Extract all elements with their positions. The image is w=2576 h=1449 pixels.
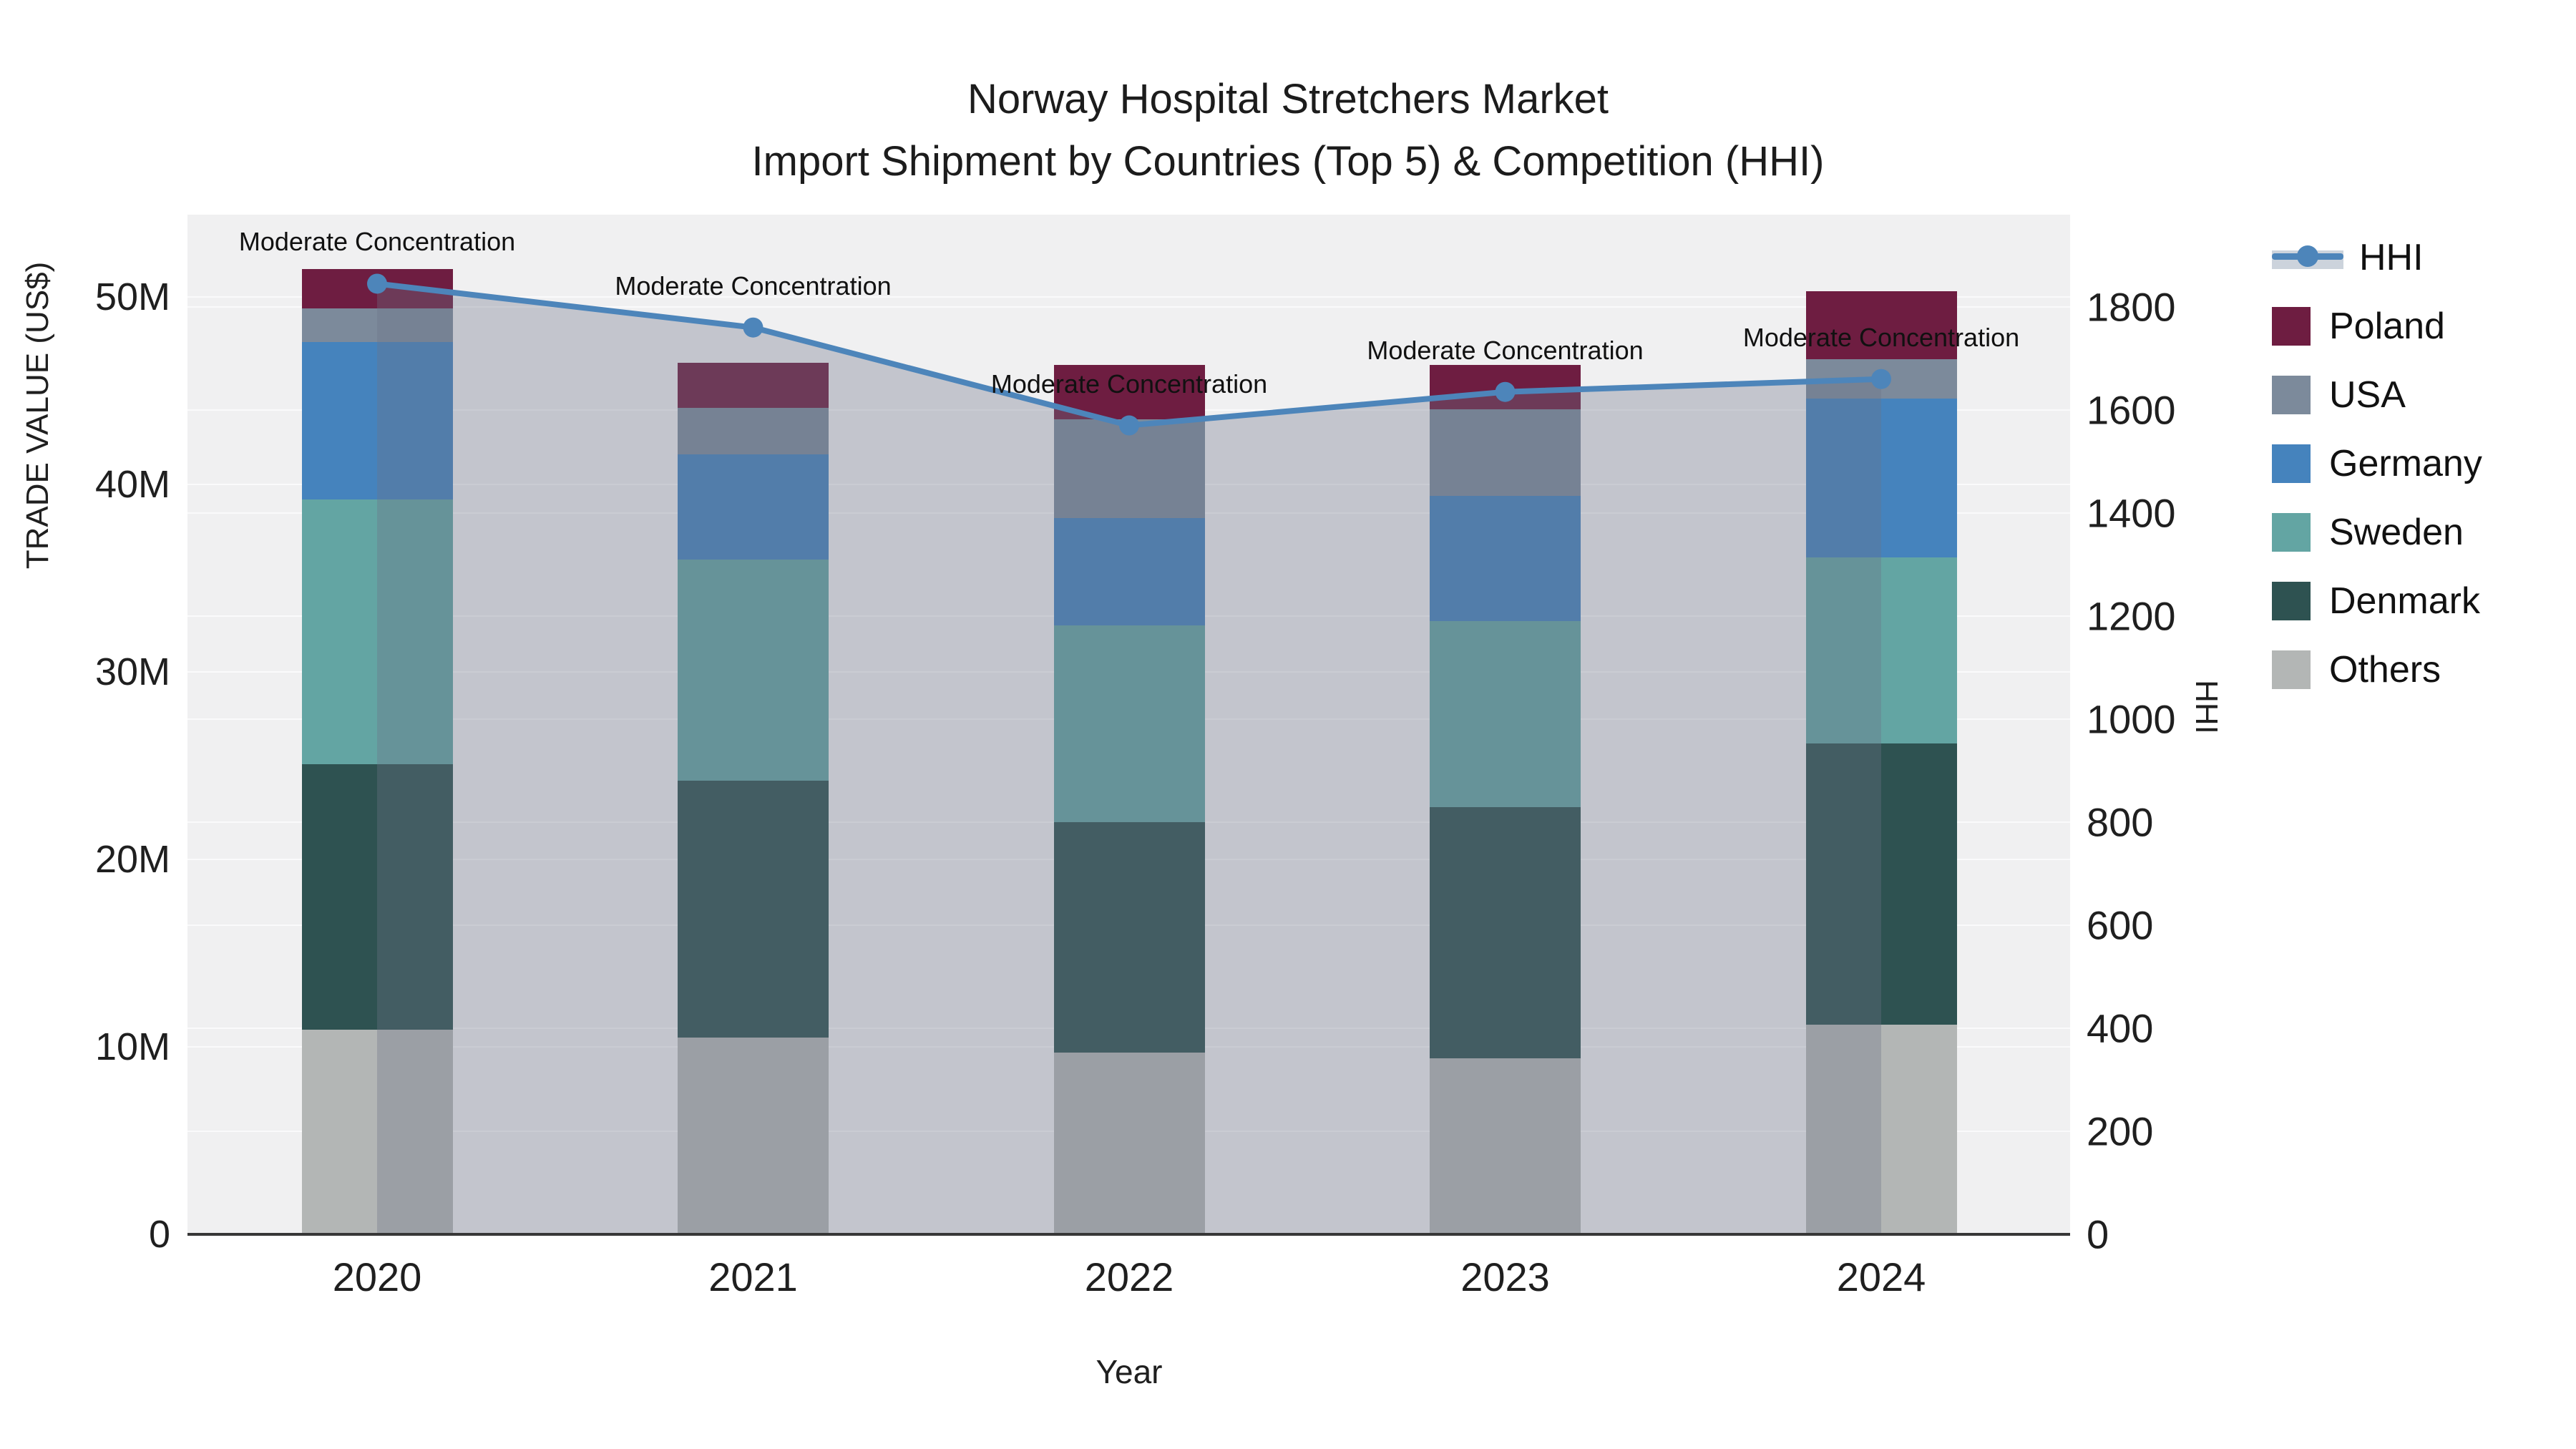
- x-tick-2022: 2022: [1084, 1254, 1174, 1299]
- legend-label-denmark: Denmark: [2329, 580, 2480, 622]
- hhi-marker-2022: [1119, 415, 1139, 436]
- legend-item-hhi[interactable]: HHI: [2272, 223, 2482, 292]
- hhi-marker-2021: [743, 317, 763, 338]
- y-left-tick-30M: 30M: [94, 650, 170, 694]
- y-right-tick-800: 800: [2087, 799, 2154, 845]
- gridline-trade-50M: [187, 296, 2070, 298]
- bar-segment-germany-2022: [1053, 518, 1205, 625]
- bar-segment-sweden-2024: [1805, 557, 1957, 743]
- bar-segment-usa-2023: [1430, 409, 1581, 496]
- bar-2022: [1053, 364, 1205, 1234]
- bar-2023: [1430, 364, 1581, 1234]
- y-right-tick-200: 200: [2087, 1108, 2154, 1154]
- y-right-tick-1400: 1400: [2087, 490, 2176, 536]
- chart-title: Norway Hospital Stretchers Market Import…: [752, 68, 1825, 192]
- bar-segment-denmark-2022: [1053, 821, 1205, 1053]
- y-right-tick-1200: 1200: [2087, 593, 2176, 639]
- bar-2024: [1805, 291, 1957, 1234]
- bar-segment-usa-2020: [301, 308, 453, 343]
- y-right-tick-0: 0: [2087, 1211, 2109, 1257]
- legend-item-denmark[interactable]: Denmark: [2272, 567, 2482, 635]
- legend-item-usa[interactable]: USA: [2272, 361, 2482, 429]
- chart-title-line1: Norway Hospital Stretchers Market: [967, 76, 1609, 122]
- x-tick-2020: 2020: [332, 1254, 422, 1299]
- legend-label-poland: Poland: [2329, 306, 2445, 347]
- gridline-hhi-1800: [187, 306, 2070, 308]
- y-right-tick-400: 400: [2087, 1005, 2154, 1051]
- hhi-marker-swatch: [2297, 245, 2318, 267]
- bar-segment-usa-2022: [1053, 419, 1205, 519]
- legend-label-others: Others: [2329, 649, 2441, 691]
- y-right-tick-600: 600: [2087, 902, 2154, 948]
- bar-segment-denmark-2021: [678, 781, 829, 1038]
- y-right-tick-1000: 1000: [2087, 696, 2176, 742]
- legend-label-germany: Germany: [2329, 443, 2482, 484]
- hhi-line-layer: [367, 273, 1891, 1234]
- y-left-tick-20M: 20M: [94, 838, 170, 882]
- x-axis-line: [187, 1233, 2070, 1236]
- hhi-area-fill: [377, 283, 1881, 1234]
- y-right-tick-1600: 1600: [2087, 387, 2176, 433]
- bar-segment-germany-2024: [1805, 398, 1957, 558]
- bar-segment-sweden-2023: [1430, 621, 1581, 807]
- bar-segment-germany-2020: [301, 342, 453, 500]
- y-left-tick-0: 0: [148, 1213, 170, 1256]
- annotation-2024: Moderate Concentration: [1742, 322, 2020, 352]
- bar-segment-others-2023: [1430, 1058, 1581, 1234]
- legend-label-hhi: HHI: [2359, 237, 2424, 278]
- hhi-marker-2020: [367, 273, 387, 294]
- bar-segment-others-2022: [1053, 1052, 1205, 1234]
- bar-segment-poland-2024: [1805, 291, 1957, 359]
- bar-segment-others-2021: [678, 1037, 829, 1234]
- bar-segment-germany-2021: [678, 454, 829, 560]
- y-left-tick-40M: 40M: [94, 463, 170, 507]
- y-axis-left-title: TRADE VALUE (US$): [20, 261, 55, 570]
- bar-2020: [301, 268, 453, 1234]
- legend-swatch-usa: [2272, 376, 2311, 414]
- legend-label-usa: USA: [2329, 374, 2406, 416]
- bar-segment-sweden-2021: [678, 560, 829, 781]
- x-tick-2021: 2021: [708, 1254, 798, 1299]
- bar-segment-sweden-2022: [1053, 625, 1205, 822]
- bar-segment-others-2024: [1805, 1024, 1957, 1234]
- x-tick-2024: 2024: [1836, 1254, 1926, 1299]
- bar-segment-poland-2021: [678, 362, 829, 408]
- y-left-tick-10M: 10M: [94, 1025, 170, 1069]
- bar-segment-denmark-2020: [301, 763, 453, 1030]
- bar-segment-others-2020: [301, 1030, 453, 1234]
- legend-swatch-others: [2272, 650, 2311, 689]
- legend-label-sweden: Sweden: [2329, 512, 2464, 553]
- hhi-line-legend-sample-icon: [2272, 238, 2343, 278]
- hhi-marker-2024: [1871, 369, 1891, 389]
- legend-swatch-poland: [2272, 307, 2311, 346]
- y-right-tick-1800: 1800: [2087, 284, 2176, 330]
- y-axis-right-title: HHI: [2189, 680, 2224, 734]
- legend-item-others[interactable]: Others: [2272, 635, 2482, 704]
- legend: HHI Poland USA Germany Sweden Denmark Others: [2272, 223, 2482, 704]
- legend-item-poland[interactable]: Poland: [2272, 292, 2482, 361]
- y-left-tick-50M: 50M: [94, 275, 170, 319]
- annotation-2023: Moderate Concentration: [1367, 335, 1644, 365]
- bar-2021: [678, 362, 829, 1234]
- bar-segment-germany-2023: [1430, 495, 1581, 622]
- legend-item-germany[interactable]: Germany: [2272, 429, 2482, 498]
- legend-swatch-germany: [2272, 444, 2311, 483]
- annotation-2022: Moderate Concentration: [990, 369, 1268, 399]
- legend-swatch-sweden: [2272, 513, 2311, 552]
- x-axis-title: Year: [1096, 1353, 1163, 1390]
- bar-segment-denmark-2023: [1430, 806, 1581, 1058]
- annotation-2020: Moderate Concentration: [238, 227, 516, 257]
- annotation-2021: Moderate Concentration: [615, 270, 892, 301]
- legend-item-sweden[interactable]: Sweden: [2272, 498, 2482, 567]
- bar-segment-denmark-2024: [1805, 743, 1957, 1025]
- x-tick-2023: 2023: [1460, 1254, 1550, 1299]
- bar-segment-sweden-2020: [301, 499, 453, 764]
- legend-swatch-denmark: [2272, 582, 2311, 620]
- bar-segment-usa-2021: [678, 407, 829, 455]
- hhi-marker-2023: [1495, 381, 1516, 402]
- chart-title-line2: Import Shipment by Countries (Top 5) & C…: [751, 138, 1825, 185]
- plot-area: Moderate Concentration Moderate Concentra…: [187, 215, 2070, 1236]
